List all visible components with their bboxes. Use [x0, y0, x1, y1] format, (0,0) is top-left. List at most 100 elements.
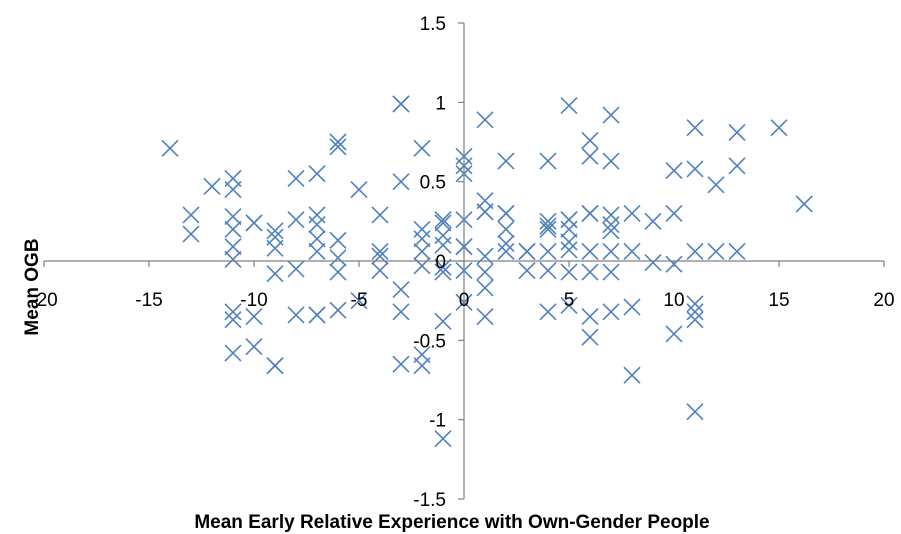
data-point: [434, 263, 452, 281]
data-point: [560, 211, 578, 229]
data-point: [686, 119, 704, 137]
x-axis-title: Mean Early Relative Experience with Own-…: [194, 512, 709, 533]
data-point: [371, 261, 389, 280]
data-point: [329, 133, 347, 151]
data-point: [224, 208, 242, 226]
x-tick-label: -10: [240, 290, 267, 311]
data-point: [413, 257, 431, 275]
y-tick-label: -0.5: [413, 331, 446, 352]
data-point: [350, 292, 368, 310]
data-point: [413, 242, 431, 261]
y-tick-label: -1: [429, 411, 446, 432]
data-point: [581, 131, 599, 149]
data-point: [224, 181, 242, 199]
x-tick-label: 0: [459, 290, 470, 311]
x-tick-label: -15: [135, 290, 162, 311]
data-point: [434, 258, 452, 276]
data-point: [224, 220, 242, 238]
data-point: [224, 250, 242, 268]
y-tick-label: 0: [435, 252, 446, 273]
x-tick-label: -20: [30, 290, 57, 311]
data-point: [539, 152, 557, 170]
data-point: [245, 214, 263, 232]
data-point: [560, 233, 578, 251]
data-point: [203, 177, 221, 195]
data-point: [665, 161, 683, 180]
data-point: [287, 306, 305, 324]
y-tick-label: -1.5: [413, 490, 446, 511]
data-point: [476, 279, 494, 297]
data-point: [560, 96, 578, 115]
data-point: [581, 147, 599, 165]
data-point: [539, 212, 557, 230]
data-point: [266, 222, 284, 240]
data-point: [224, 311, 242, 329]
data-point: [434, 227, 452, 245]
data-point: [602, 242, 620, 261]
x-tick-label: 20: [873, 290, 894, 311]
data-point: [728, 157, 746, 175]
data-point: [308, 306, 326, 324]
data-point: [245, 338, 263, 356]
data-point: [476, 111, 494, 129]
data-point: [560, 296, 578, 314]
data-point: [329, 263, 347, 281]
data-point: [476, 263, 494, 281]
data-point: [728, 242, 746, 261]
data-point: [602, 215, 620, 234]
data-point: [392, 355, 410, 373]
y-tick-label: 1: [435, 93, 446, 114]
data-point: [686, 160, 704, 178]
data-point: [371, 206, 389, 224]
data-point: [434, 211, 452, 229]
data-points: [161, 95, 813, 448]
data-point: [728, 123, 746, 142]
data-point: [707, 242, 725, 261]
data-point: [560, 263, 578, 281]
data-point: [602, 222, 620, 240]
data-point: [476, 203, 494, 221]
data-point: [602, 152, 620, 170]
data-point: [161, 139, 179, 157]
data-point: [476, 307, 494, 326]
x-tick-label: 10: [663, 290, 684, 311]
data-point: [560, 220, 578, 238]
data-point: [539, 242, 557, 261]
data-point: [287, 260, 305, 278]
data-point: [707, 176, 725, 194]
data-point: [686, 303, 704, 321]
data-point: [581, 263, 599, 281]
data-point: [665, 204, 683, 222]
x-axis-ticks: -20 -15 -10 -5 0 5 10 15 20: [30, 261, 895, 311]
data-point: [182, 206, 200, 224]
data-point: [350, 181, 368, 199]
data-point: [329, 138, 347, 156]
data-point: [644, 212, 662, 230]
data-point: [560, 241, 578, 259]
data-point: [602, 106, 620, 124]
data-point: [581, 242, 599, 261]
data-point: [266, 265, 284, 283]
y-axis-ticks: 1.5 1 0.5 0 -0.5 -1 -1.5: [413, 14, 464, 511]
data-point: [413, 220, 431, 238]
data-point: [518, 261, 536, 280]
data-point: [245, 307, 263, 326]
data-point: [413, 357, 431, 375]
data-point: [686, 311, 704, 329]
data-point: [392, 303, 410, 321]
data-point: [581, 328, 599, 346]
data-point: [308, 215, 326, 234]
data-point: [623, 366, 641, 384]
data-point: [308, 206, 326, 224]
data-point: [518, 242, 536, 261]
y-axis-title: Mean OGB: [22, 238, 43, 335]
data-point: [795, 195, 813, 213]
data-point: [665, 325, 683, 343]
data-point: [266, 357, 284, 375]
data-point: [623, 204, 641, 222]
data-point: [287, 169, 305, 188]
data-point: [497, 152, 515, 170]
data-point: [434, 430, 452, 448]
data-point: [686, 403, 704, 421]
